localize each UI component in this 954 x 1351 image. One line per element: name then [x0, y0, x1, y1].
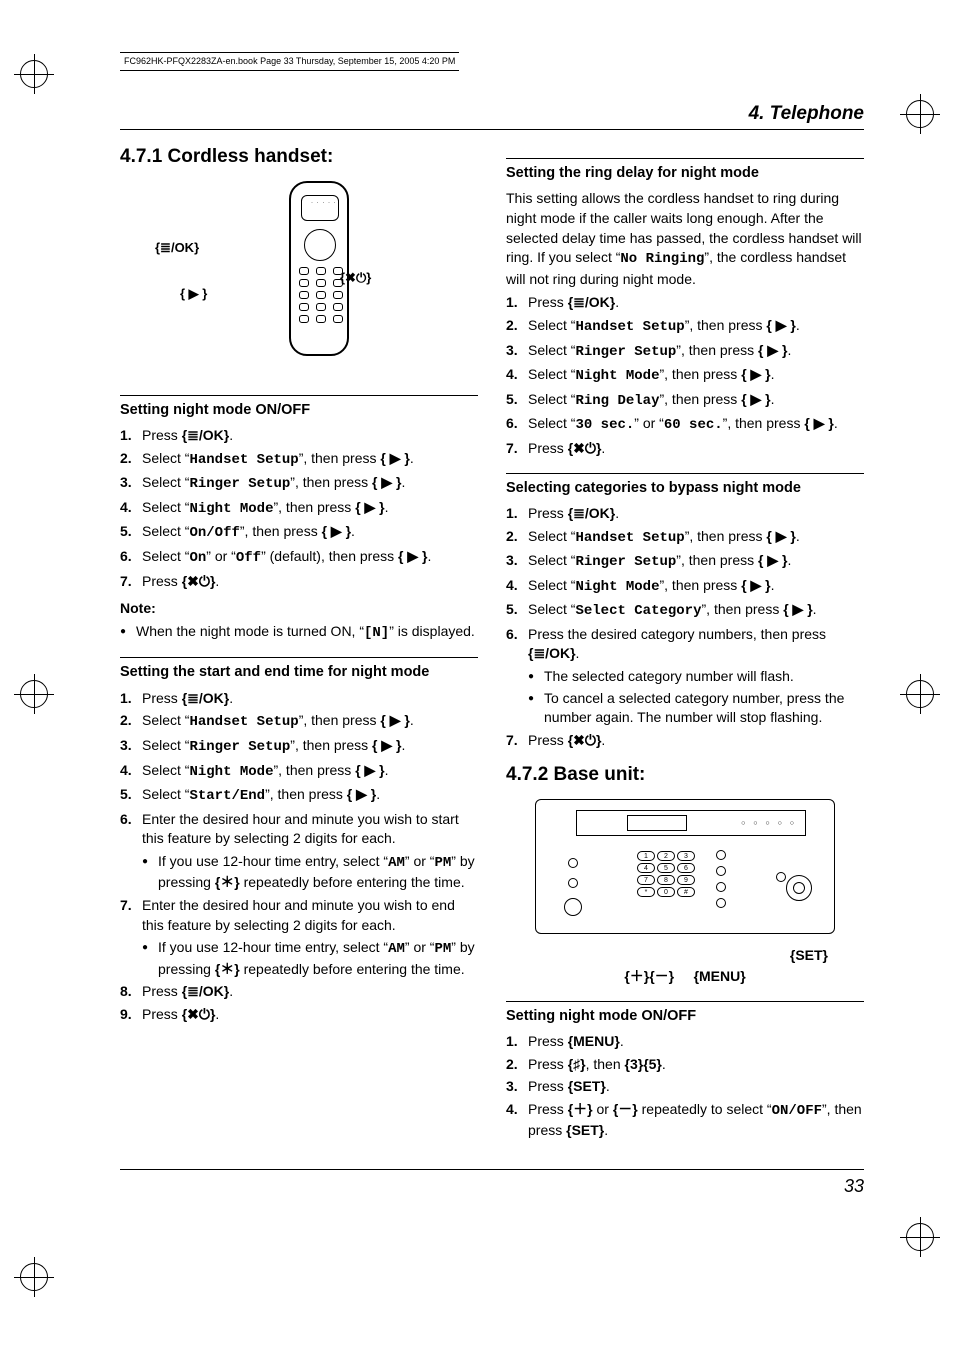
callout-set-key: {SET}	[506, 946, 864, 966]
heading-base-night-onoff: Setting night mode ON/OFF	[506, 1001, 864, 1026]
book-header-line: FC962HK-PFQX2283ZA-en.book Page 33 Thurs…	[120, 52, 459, 71]
page: FC962HK-PFQX2283ZA-en.book Page 33 Thurs…	[0, 0, 954, 1351]
heading-ring-delay: Setting the ring delay for night mode	[506, 158, 864, 183]
callout-power-key: {✖⏻}	[340, 269, 371, 287]
crop-mark-icon	[20, 1263, 48, 1291]
base-unit-figure: ○ ○ ○ ○ ○ 123 456 789 *0# {SET}	[506, 799, 864, 987]
callout-menu-key: {MENU}	[694, 968, 746, 984]
crop-mark-icon	[20, 60, 48, 88]
steps-ring-delay: Press {≣/OK}. Select “Handset Setup”, th…	[506, 293, 864, 458]
heading-bypass-categories: Selecting categories to bypass night mod…	[506, 473, 864, 498]
note-list: When the night mode is turned ON, “[N]” …	[120, 622, 478, 644]
note-heading: Note:	[120, 599, 478, 619]
steps-bypass-categories: Press {≣/OK}. Select “Handset Setup”, th…	[506, 504, 864, 751]
heading-night-onoff: Setting night mode ON/OFF	[120, 395, 478, 420]
crop-mark-icon	[906, 100, 934, 128]
steps-base-night-onoff: Press {MENU}. Press {♯}, then {3}{5}. Pr…	[506, 1032, 864, 1141]
crop-mark-icon	[20, 680, 48, 708]
callout-right-key: { ▶ }	[180, 285, 207, 303]
page-number: 33	[120, 1169, 864, 1199]
chapter-title: 4. Telephone	[120, 101, 864, 131]
steps-night-onoff: Press {≣/OK}. Select “Handset Setup”, th…	[120, 426, 478, 591]
crop-mark-icon	[906, 680, 934, 708]
ring-delay-intro: This setting allows the cordless handset…	[506, 189, 864, 289]
steps-start-end: Press {≣/OK}. Select “Handset Setup”, th…	[120, 689, 478, 1025]
callout-ok-key: {≣/OK}	[155, 239, 199, 257]
handset-figure: · · · · · {≣/OK} { ▶ } {✖⏻}	[120, 181, 478, 381]
callout-plus-minus-key: {＋}{－}	[624, 968, 674, 984]
crop-mark-icon	[906, 1223, 934, 1251]
heading-471: 4.7.1 Cordless handset:	[120, 144, 478, 171]
heading-472: 4.7.2 Base unit:	[506, 762, 864, 789]
heading-start-end: Setting the start and end time for night…	[120, 657, 478, 682]
